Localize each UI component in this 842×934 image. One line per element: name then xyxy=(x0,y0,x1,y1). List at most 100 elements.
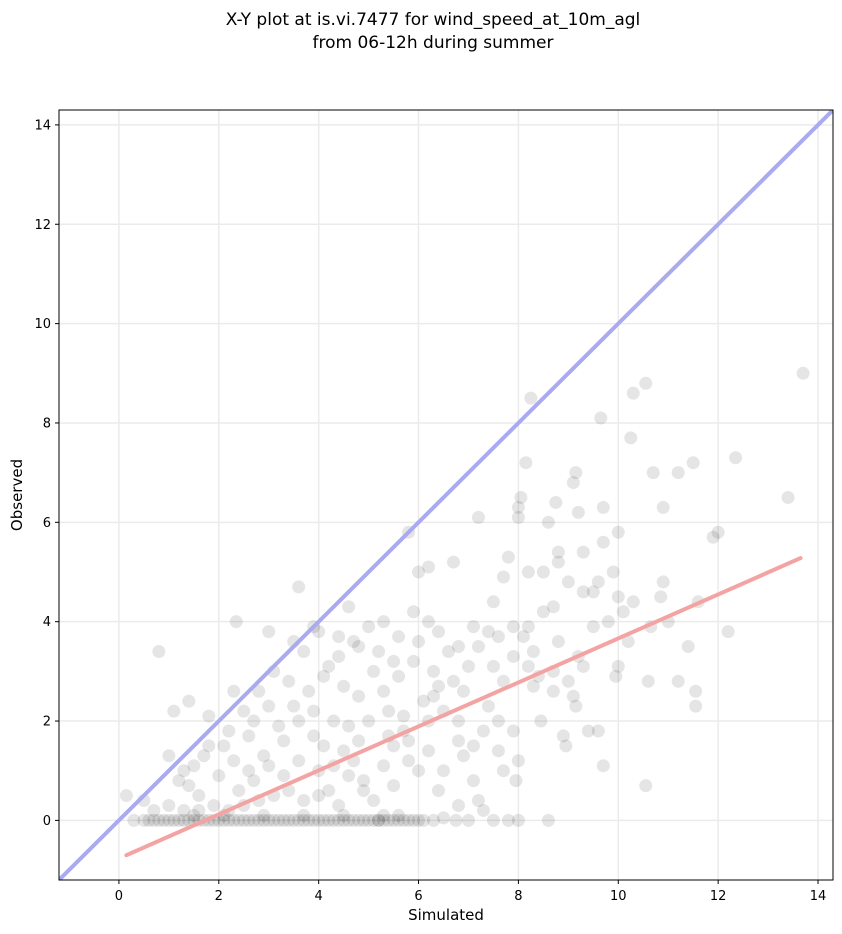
data-point xyxy=(412,764,426,778)
data-point xyxy=(177,813,191,827)
data-point xyxy=(322,784,336,798)
data-point xyxy=(352,689,366,703)
data-point xyxy=(422,744,436,758)
y-axis-ticks: 0 2 4 6 8 10 12 14 xyxy=(34,118,59,829)
data-point xyxy=(571,505,585,519)
data-point xyxy=(446,674,460,688)
data-point xyxy=(337,679,351,693)
data-point xyxy=(287,813,301,827)
data-point xyxy=(671,466,685,480)
data-point xyxy=(591,724,605,738)
data-point xyxy=(456,749,470,763)
data-point xyxy=(466,739,480,753)
one-to-one-line xyxy=(59,110,833,880)
data-point xyxy=(402,734,416,748)
data-point xyxy=(312,625,326,639)
data-point xyxy=(147,813,161,827)
data-point xyxy=(586,585,600,599)
data-point xyxy=(621,635,635,649)
data-point xyxy=(227,754,241,768)
data-point xyxy=(237,813,251,827)
data-point xyxy=(639,376,653,390)
x-tick-label: 14 xyxy=(810,889,827,904)
data-point xyxy=(417,694,431,708)
data-point xyxy=(357,813,371,827)
x-tick-label: 2 xyxy=(215,889,223,904)
data-point xyxy=(392,669,406,683)
x-tick-label: 0 xyxy=(115,889,123,904)
data-point xyxy=(237,704,251,718)
data-point xyxy=(706,530,720,544)
data-point xyxy=(212,769,226,783)
data-point xyxy=(559,739,573,753)
data-point xyxy=(337,813,351,827)
data-point xyxy=(232,813,246,827)
data-point xyxy=(486,813,500,827)
data-point xyxy=(446,555,460,569)
data-point xyxy=(297,813,311,827)
data-point xyxy=(466,620,480,634)
data-point xyxy=(427,813,441,827)
y-tick-label: 6 xyxy=(43,516,51,531)
data-point xyxy=(282,674,296,688)
y-tick-label: 8 xyxy=(43,416,51,431)
x-axis-ticks: 0 2 4 6 8 10 12 14 xyxy=(115,880,827,904)
data-point xyxy=(387,779,401,793)
data-point xyxy=(187,759,201,773)
data-point xyxy=(506,724,520,738)
data-point xyxy=(471,640,485,654)
data-point xyxy=(422,560,436,574)
data-point xyxy=(377,684,391,698)
data-point xyxy=(576,659,590,673)
data-point xyxy=(506,620,520,634)
data-point xyxy=(551,635,565,649)
data-point xyxy=(611,659,625,673)
data-point xyxy=(282,784,296,798)
data-point xyxy=(302,813,316,827)
data-point xyxy=(496,674,510,688)
data-point xyxy=(272,813,286,827)
data-point xyxy=(362,714,376,728)
data-point xyxy=(536,605,550,619)
fit-line xyxy=(124,556,803,858)
data-point xyxy=(656,500,670,514)
data-point xyxy=(342,719,356,733)
data-point xyxy=(412,813,426,827)
data-point xyxy=(317,739,331,753)
data-point xyxy=(796,366,810,380)
data-point xyxy=(392,813,406,827)
data-point xyxy=(437,764,451,778)
data-point xyxy=(432,625,446,639)
data-point xyxy=(407,605,421,619)
data-point xyxy=(441,644,455,658)
data-point xyxy=(397,709,411,723)
data-point xyxy=(307,813,321,827)
data-point xyxy=(292,754,306,768)
data-point xyxy=(372,813,386,827)
data-point xyxy=(551,555,565,569)
data-point xyxy=(402,754,416,768)
data-point xyxy=(476,724,490,738)
data-point xyxy=(519,456,533,470)
data-point xyxy=(521,659,535,673)
data-point xyxy=(372,813,386,827)
data-point xyxy=(536,565,550,579)
data-point xyxy=(646,466,660,480)
data-point xyxy=(601,615,615,629)
data-point xyxy=(561,674,575,688)
data-point xyxy=(307,704,321,718)
data-point xyxy=(432,679,446,693)
data-point xyxy=(486,595,500,609)
data-point xyxy=(342,769,356,783)
data-point xyxy=(501,550,515,564)
data-point xyxy=(162,813,176,827)
data-point xyxy=(367,794,381,808)
data-point xyxy=(277,769,291,783)
data-point xyxy=(282,813,296,827)
data-point xyxy=(639,779,653,793)
data-point xyxy=(377,813,391,827)
data-point xyxy=(461,659,475,673)
data-point xyxy=(656,575,670,589)
data-point xyxy=(524,391,538,405)
grid-lines xyxy=(59,110,833,880)
